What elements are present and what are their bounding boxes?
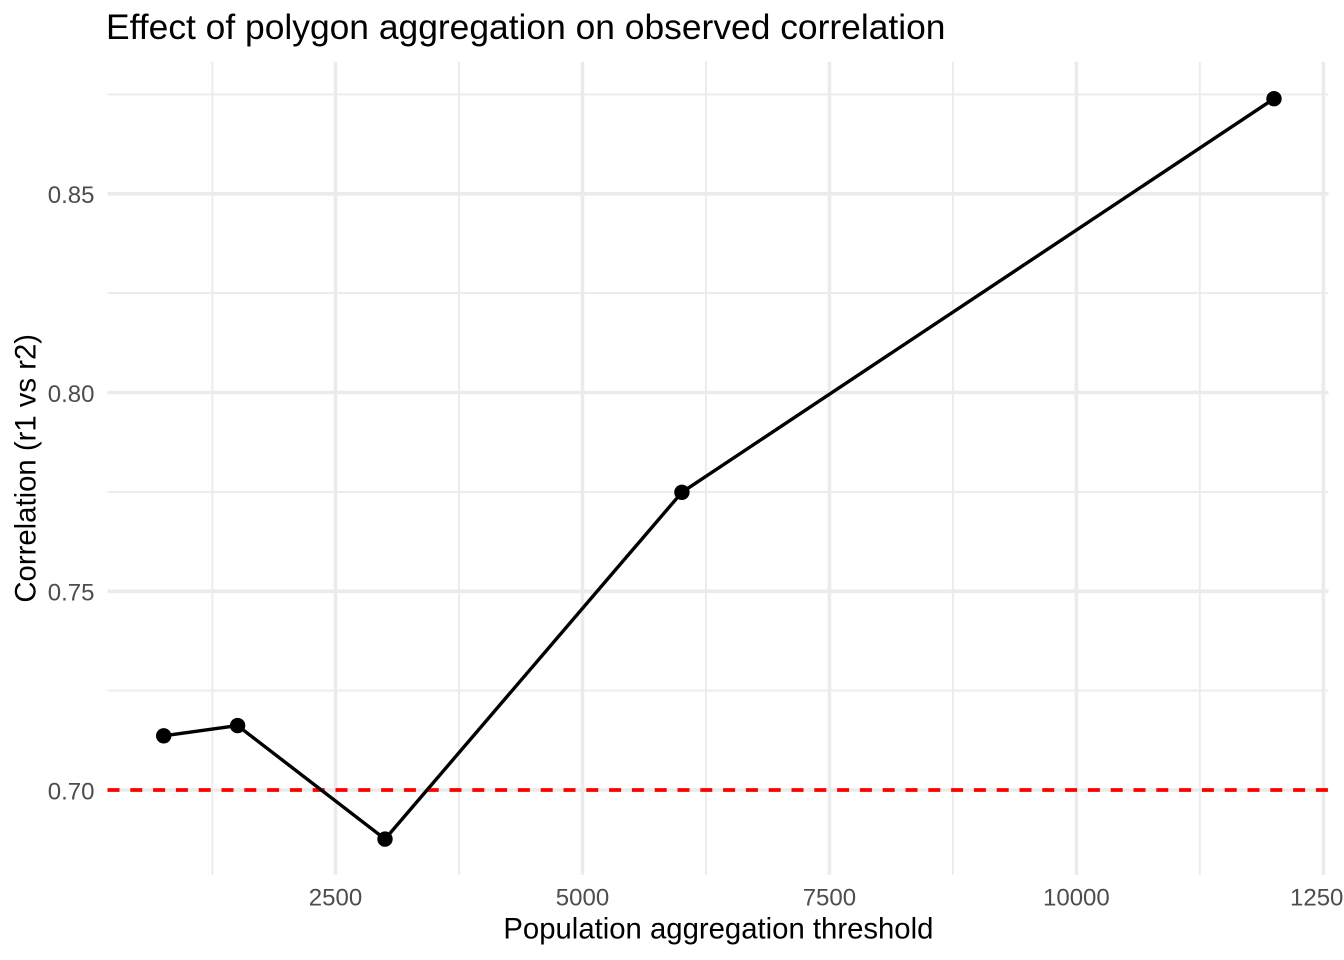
svg-text:5000: 5000 (556, 885, 609, 912)
svg-text:0.85: 0.85 (48, 182, 95, 209)
svg-text:Effect of polygon aggregation: Effect of polygon aggregation on observe… (106, 7, 945, 47)
svg-text:Population aggregation thresho: Population aggregation threshold (503, 912, 933, 945)
svg-text:2500: 2500 (309, 885, 362, 912)
svg-text:0.80: 0.80 (48, 381, 95, 408)
svg-text:7500: 7500 (803, 885, 856, 912)
svg-text:12500: 12500 (1290, 885, 1344, 912)
svg-text:10000: 10000 (1043, 885, 1110, 912)
svg-text:0.70: 0.70 (48, 778, 95, 805)
svg-text:Correlation (r1 vs r2): Correlation (r1 vs r2) (9, 334, 42, 603)
svg-text:0.75: 0.75 (48, 580, 95, 607)
